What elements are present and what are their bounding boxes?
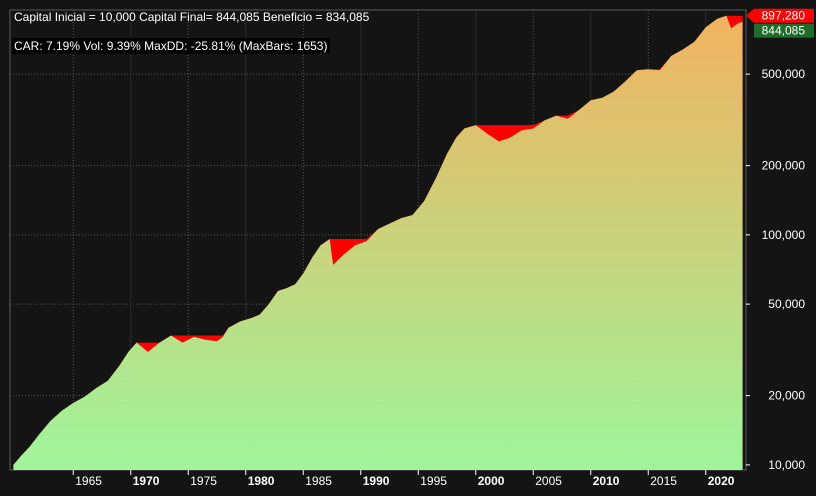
last-value-marker: [754, 23, 814, 38]
header-layer: Capital Inicial = 10,000 Capital Final= …: [12, 10, 370, 54]
y-tick-label: 100,000: [762, 228, 806, 242]
marker-layer: 897,280 844,085: [746, 9, 814, 38]
peak-value-label: 897,280: [762, 9, 806, 23]
x-tick-label: 1985: [305, 474, 332, 488]
chart-subtitle: CAR: 7.19% Vol: 9.39% MaxDD: -25.81% (Ma…: [14, 39, 327, 53]
peak-value-marker: [746, 8, 814, 23]
x-tick-label: 2015: [650, 474, 677, 488]
x-tick-label: 1990: [363, 474, 390, 488]
x-tick-label: 2010: [593, 474, 620, 488]
x-tick-label: 2020: [708, 474, 735, 488]
y-tick-label: 200,000: [762, 159, 806, 173]
x-tick-label: 2000: [478, 474, 505, 488]
y-tick-label: 20,000: [768, 389, 805, 403]
plot-layer: [13, 15, 743, 470]
y-tick-label: 10,000: [768, 458, 805, 472]
y-tick-label: 50,000: [768, 297, 805, 311]
chart-title: Capital Inicial = 10,000 Capital Final= …: [14, 10, 370, 24]
x-tick-label: 1965: [75, 474, 102, 488]
x-tick-label: 1975: [190, 474, 217, 488]
y-tick-label: 500,000: [762, 67, 806, 81]
x-tick-label: 1980: [248, 474, 275, 488]
axis-layer: 10,000 20,000 50,000 100,000 200,000 500,000 1…: [72, 67, 806, 488]
equity-area: [13, 15, 743, 470]
subtitle-background: [12, 38, 330, 54]
x-tick-label: 1970: [133, 474, 160, 488]
x-tick-label: 1995: [420, 474, 447, 488]
last-value-label: 844,085: [762, 24, 806, 38]
x-tick-label: 2005: [535, 474, 562, 488]
